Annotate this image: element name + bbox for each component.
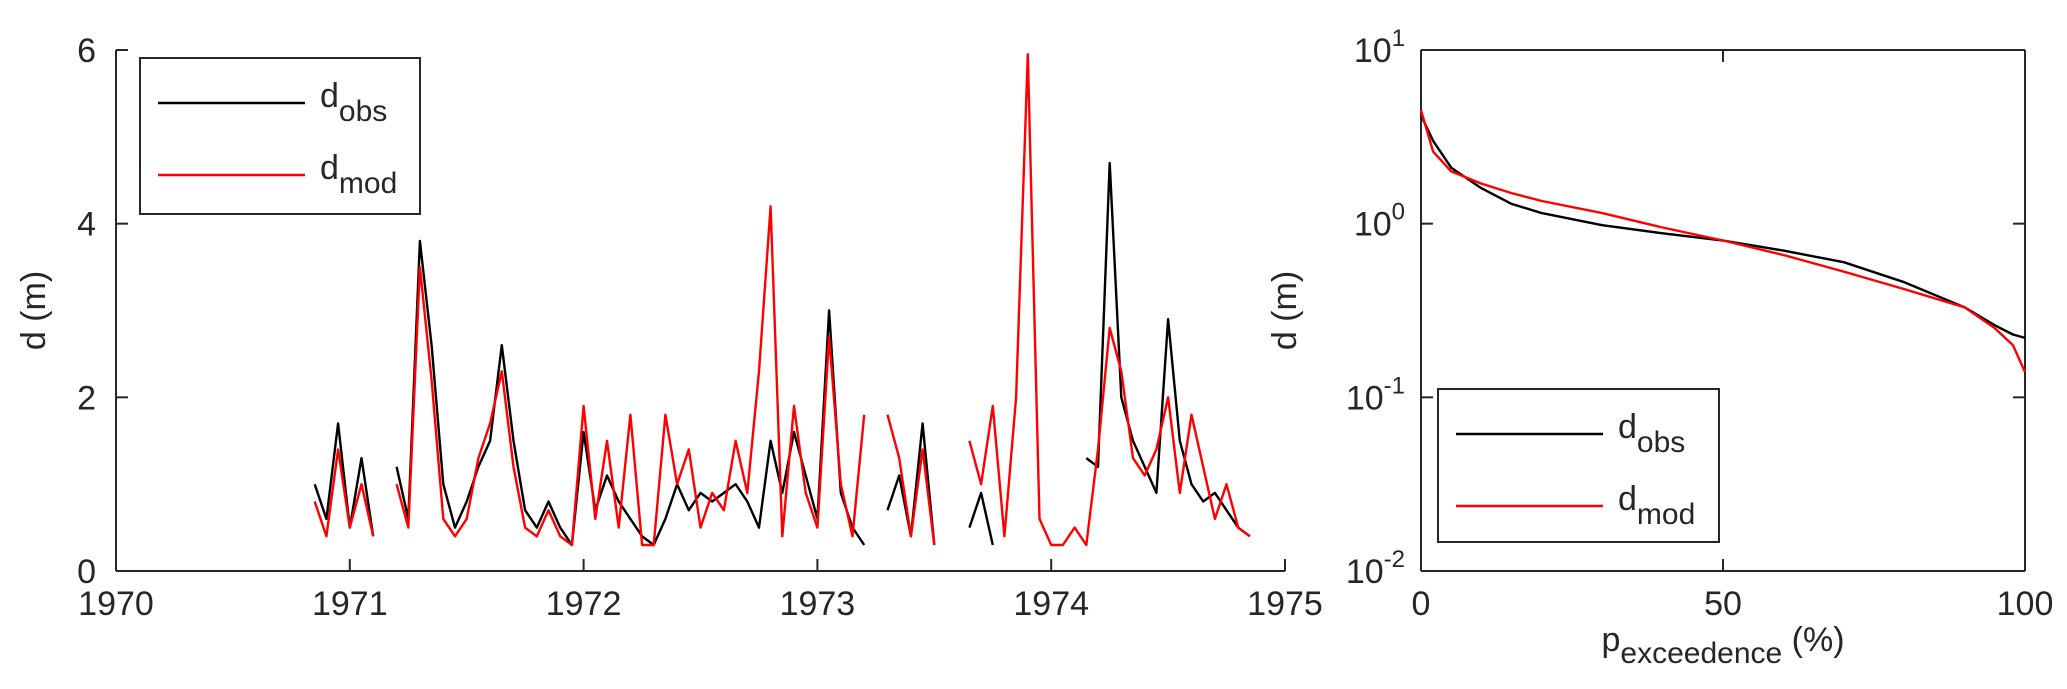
y-tick-exponent: 1: [1392, 25, 1405, 52]
x-tick-label: 1970: [78, 585, 154, 623]
series-line: [313, 161, 1251, 547]
y-tick-exponent: -2: [1384, 546, 1405, 573]
x-tick-label: 1973: [780, 585, 856, 623]
y-tick-label: 6: [77, 32, 96, 70]
legend-name-sub: mod: [339, 167, 397, 200]
y-tick-label: 10-1: [1346, 372, 1405, 417]
series-line: [1419, 109, 2027, 373]
legend-box: [139, 57, 421, 215]
y-tick-label: 10-2: [1346, 546, 1405, 591]
y-tick-label: 4: [77, 206, 96, 244]
y-tick-label: 0: [77, 553, 96, 591]
x-tick-label: 1971: [312, 585, 388, 623]
x-tick-label: 1974: [1013, 585, 1089, 623]
y-tick-label: 101: [1354, 25, 1405, 70]
legend-label: dobs: [320, 77, 387, 128]
legend-box: [1437, 388, 1720, 543]
legend-name-sub: obs: [1637, 426, 1685, 459]
legend-name-sub: obs: [339, 95, 387, 128]
legend-label: dmod: [320, 149, 397, 200]
x-axis-label: pexceedence (%): [1601, 621, 1844, 670]
x-tick-label: 50: [1704, 585, 1742, 623]
legend-label: dobs: [1618, 408, 1685, 459]
x-tick-label: 0: [1412, 585, 1431, 623]
y-tick-base: 10: [1354, 32, 1392, 70]
x-label-tail: (%): [1782, 621, 1844, 659]
y-tick-base: 10: [1346, 553, 1384, 591]
y-tick-exponent: -1: [1384, 372, 1405, 399]
legend-name-sub: mod: [1637, 498, 1695, 531]
x-label-main: p: [1601, 621, 1620, 659]
legend-name: d: [1618, 408, 1637, 446]
x-tick-label: 1972: [546, 585, 622, 623]
y-tick-label: 100: [1354, 199, 1405, 244]
legend-name: d: [1618, 480, 1637, 518]
y-axis-label: d (m): [15, 271, 53, 350]
x-label-sub: exceedence: [1620, 637, 1782, 670]
y-tick-exponent: 0: [1392, 199, 1405, 226]
legend-name: d: [320, 149, 339, 187]
legend-name: d: [320, 77, 339, 115]
legend-label: dmod: [1618, 480, 1695, 531]
series-line: [313, 53, 1251, 547]
series-line: [1419, 114, 2026, 340]
x-tick-label: 1975: [1247, 585, 1323, 623]
x-tick-label: 100: [1997, 585, 2054, 623]
y-axis-label: d (m): [1266, 271, 1304, 350]
y-tick-base: 10: [1354, 206, 1392, 244]
y-tick-label: 2: [77, 379, 96, 417]
y-tick-base: 10: [1346, 379, 1384, 417]
